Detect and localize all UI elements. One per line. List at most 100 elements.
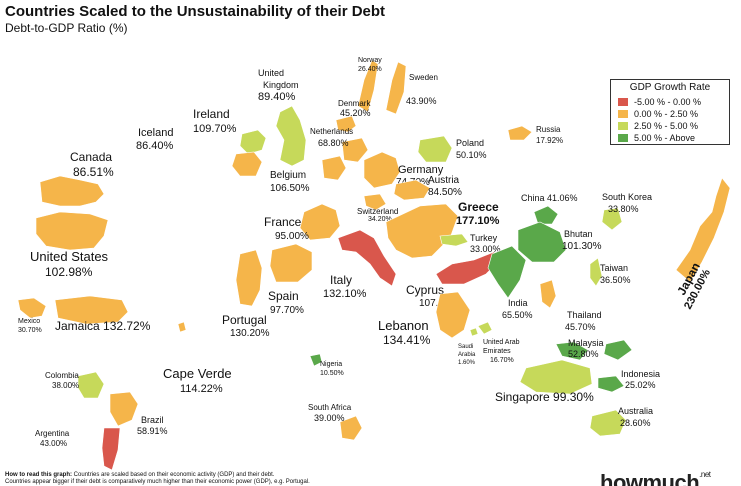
country-value-brazil: 58.91%	[137, 426, 168, 436]
legend-label: 5.00 % - Above	[634, 133, 696, 143]
country-united-kingdom[interactable]	[275, 105, 307, 167]
country-label-turkey: Turkey	[470, 233, 498, 243]
country-value-united-arab-emirates: 16.70%	[490, 357, 514, 364]
country-label-bhutan: Bhutan	[564, 229, 593, 239]
country-value-nigeria: 10.50%	[320, 370, 344, 377]
country-singapore[interactable]	[519, 359, 593, 395]
legend: GDP Growth Rate -5.00 % - 0.00 % 0.00 % …	[610, 79, 730, 145]
country-value-sweden: 43.90%	[406, 96, 437, 106]
country-label-saudi-arabia: Saudi	[458, 344, 473, 350]
footnote-heading: How to read this graph:	[5, 472, 73, 478]
country-norway[interactable]	[357, 59, 379, 113]
country-mexico[interactable]	[17, 297, 47, 319]
country-cape-verde[interactable]	[177, 321, 187, 333]
map-subtitle: Debt-to-GDP Ratio (%)	[5, 21, 128, 35]
map-title: Countries Scaled to the Unsustainability…	[5, 3, 386, 20]
country-label-poland: Poland	[456, 138, 484, 148]
country-spain[interactable]	[269, 243, 313, 283]
country-value-thailand: 45.70%	[565, 322, 596, 332]
country-label-germany: Germany	[398, 164, 444, 176]
country-iceland[interactable]	[239, 129, 267, 155]
country-label-colombia: Colombia	[45, 371, 79, 380]
country-france[interactable]	[299, 203, 341, 241]
country-sweden[interactable]	[385, 61, 407, 115]
country-value-greece: 177.10%	[456, 215, 500, 227]
country-united-arab-emirates[interactable]	[477, 321, 493, 335]
country-label-taiwan: Taiwan	[600, 263, 628, 273]
country-label-lebanon: Lebanon	[378, 318, 429, 333]
country-portugal[interactable]	[235, 249, 263, 307]
country-netherlands[interactable]	[341, 137, 369, 163]
country-belgium[interactable]	[321, 155, 347, 181]
legend-swatch	[618, 110, 628, 118]
country-label-belgium: Belgium	[270, 170, 306, 181]
country-taiwan[interactable]	[589, 257, 603, 287]
country-label-thailand: Thailand	[567, 310, 602, 320]
country-value-turkey: 33.00%	[470, 244, 501, 254]
country-label-russia: Russia	[536, 125, 561, 134]
country-lebanon[interactable]	[435, 291, 471, 339]
country-argentina[interactable]	[101, 427, 121, 471]
country-switzerland[interactable]	[363, 193, 387, 211]
country-thailand[interactable]	[539, 279, 557, 309]
country-label-switzerland: Switzerland	[357, 207, 398, 216]
country-bhutan[interactable]	[517, 221, 567, 263]
country-denmark[interactable]	[335, 115, 357, 133]
country-label-united-kingdom: United	[258, 68, 284, 78]
country-indonesia[interactable]	[597, 375, 625, 393]
country-label-iceland: Iceland	[138, 127, 173, 139]
country-value-switzerland: 34.20%	[368, 216, 392, 223]
country-value-lebanon: 134.41%	[383, 333, 431, 347]
country-russia[interactable]	[507, 125, 533, 141]
country-ireland[interactable]	[231, 151, 263, 177]
country-label-sweden: Sweden	[409, 73, 438, 82]
country-greece[interactable]	[385, 203, 459, 259]
country-value-colombia: 38.00%	[52, 381, 79, 390]
legend-swatch	[618, 122, 628, 130]
country-italy[interactable]	[337, 229, 397, 287]
country-australia[interactable]	[589, 409, 627, 437]
country-value-argentina: 43.00%	[40, 439, 67, 448]
country-south-korea[interactable]	[601, 207, 623, 231]
country-label-cape-verde: Cape Verde	[163, 366, 232, 381]
country-jamaica[interactable]	[54, 295, 129, 325]
country-value-south-africa: 39.00%	[314, 413, 345, 423]
country-south-africa[interactable]	[339, 415, 363, 441]
country-label-france: France	[264, 215, 302, 229]
country-label-united-arab-emirates: Emirates	[483, 348, 511, 355]
country-austria[interactable]	[393, 179, 431, 201]
country-nigeria[interactable]	[309, 353, 323, 367]
country-brazil[interactable]	[109, 391, 139, 427]
country-value-bhutan: 101.30%	[562, 241, 602, 252]
country-malaysia[interactable]	[555, 339, 633, 361]
country-value-australia: 28.60%	[620, 418, 651, 428]
country-value-france: 95.00%	[275, 231, 309, 242]
country-value-taiwan: 36.50%	[600, 275, 631, 285]
country-germany[interactable]	[363, 151, 401, 189]
country-turkey[interactable]	[439, 233, 469, 247]
country-label-norway: Norway	[358, 57, 382, 64]
country-label-saudi-arabia: Arabia	[458, 352, 476, 358]
country-label-spain: Spain	[268, 289, 299, 303]
brand-logo[interactable]: howmuch.net	[600, 470, 711, 486]
country-canada[interactable]	[39, 175, 105, 207]
country-india[interactable]	[487, 245, 527, 299]
country-united-states[interactable]	[35, 211, 109, 251]
country-saudi-arabia[interactable]	[469, 327, 479, 337]
country-label-denmark: Denmark	[338, 99, 371, 108]
legend-item-green: 5.00 % - Above	[611, 132, 729, 144]
country-value-netherlands: 68.80%	[318, 138, 349, 148]
country-japan[interactable]	[675, 177, 731, 283]
country-label-jamaica: Jamaica 132.72%	[55, 319, 151, 333]
country-value-spain: 97.70%	[270, 305, 304, 316]
country-colombia[interactable]	[77, 371, 105, 399]
country-label-portugal: Portugal	[222, 313, 267, 327]
country-value-malaysia: 52.80%	[568, 349, 599, 359]
country-label-mexico: Mexico	[18, 318, 40, 325]
country-label-greece: Greece	[458, 200, 499, 214]
country-poland[interactable]	[417, 135, 453, 163]
country-label-south-korea: South Korea	[602, 192, 652, 202]
country-china[interactable]	[533, 205, 559, 225]
legend-item-lime: 2.50 % - 5.00 %	[611, 120, 729, 132]
